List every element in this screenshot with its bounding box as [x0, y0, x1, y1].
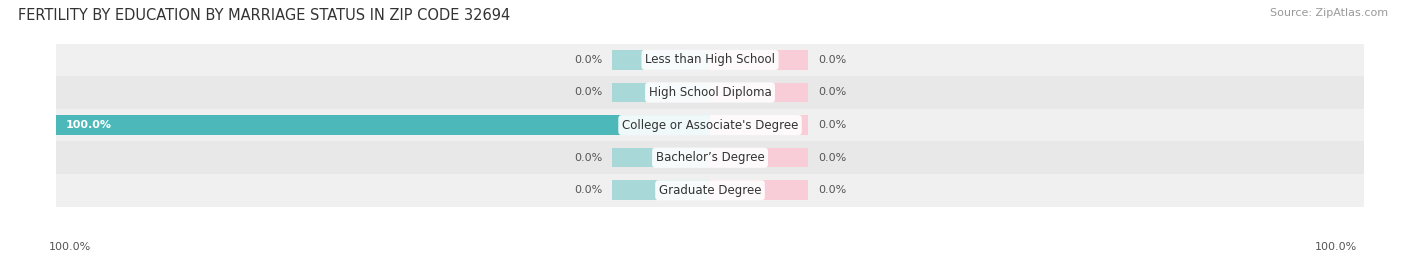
- Text: 0.0%: 0.0%: [574, 185, 602, 195]
- Text: 0.0%: 0.0%: [818, 87, 846, 97]
- Bar: [56, 115, 710, 135]
- Text: High School Diploma: High School Diploma: [648, 86, 772, 99]
- Bar: [56, 141, 1364, 174]
- Text: Graduate Degree: Graduate Degree: [659, 184, 761, 197]
- Bar: [612, 148, 710, 167]
- Text: College or Associate's Degree: College or Associate's Degree: [621, 119, 799, 132]
- Text: 0.0%: 0.0%: [818, 55, 846, 65]
- Text: 0.0%: 0.0%: [818, 153, 846, 163]
- Text: 100.0%: 100.0%: [66, 120, 112, 130]
- Bar: [710, 50, 808, 70]
- Bar: [56, 174, 1364, 207]
- Bar: [710, 180, 808, 200]
- Text: 0.0%: 0.0%: [574, 153, 602, 163]
- Text: 0.0%: 0.0%: [818, 185, 846, 195]
- Bar: [56, 109, 1364, 141]
- Text: Less than High School: Less than High School: [645, 54, 775, 66]
- Text: Bachelor’s Degree: Bachelor’s Degree: [655, 151, 765, 164]
- Text: 0.0%: 0.0%: [818, 120, 846, 130]
- Text: Source: ZipAtlas.com: Source: ZipAtlas.com: [1270, 8, 1388, 18]
- Bar: [710, 148, 808, 167]
- Text: 100.0%: 100.0%: [49, 242, 91, 253]
- Bar: [612, 50, 710, 70]
- Bar: [612, 83, 710, 102]
- Text: 0.0%: 0.0%: [574, 87, 602, 97]
- Bar: [710, 115, 808, 135]
- Text: 0.0%: 0.0%: [574, 55, 602, 65]
- Text: 100.0%: 100.0%: [1315, 242, 1357, 253]
- Bar: [56, 76, 1364, 109]
- Bar: [56, 44, 1364, 76]
- Text: FERTILITY BY EDUCATION BY MARRIAGE STATUS IN ZIP CODE 32694: FERTILITY BY EDUCATION BY MARRIAGE STATU…: [18, 8, 510, 23]
- Bar: [612, 180, 710, 200]
- Bar: [710, 83, 808, 102]
